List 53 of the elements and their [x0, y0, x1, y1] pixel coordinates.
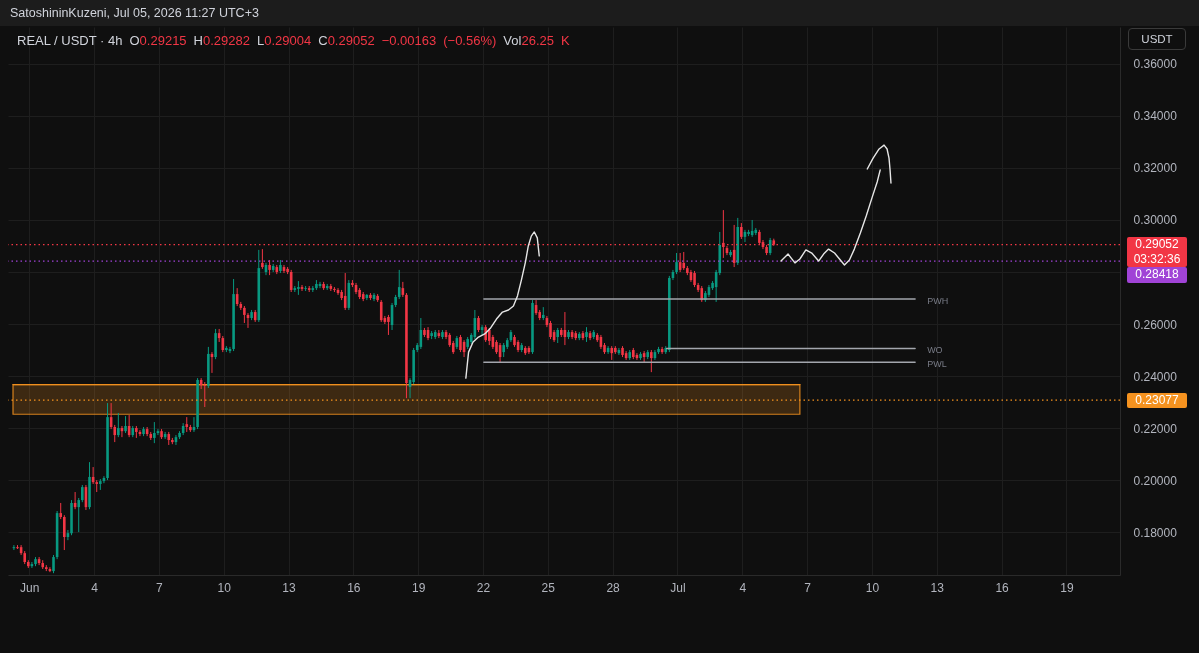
candlestick: [214, 328, 217, 360]
line-series: [465, 231, 540, 379]
x-tick-label: 10: [865, 580, 880, 595]
y-tick-label: 0.22000: [1133, 421, 1178, 436]
y-tick-label: 0.20000: [1133, 473, 1178, 488]
candlestick: [117, 412, 120, 438]
x-tick-label: 25: [541, 580, 556, 595]
ref-line-label: 0.29052: [1134, 237, 1180, 252]
currency-box: USDT: [1128, 28, 1186, 50]
y-tick-label: 0.36000: [1133, 57, 1178, 72]
x-tick-label: 28: [606, 580, 621, 595]
candlestick: [153, 421, 156, 444]
text: 03:32:36: [1132, 251, 1182, 267]
candlestick: [397, 269, 401, 300]
y-tick-label: 0.18000: [1133, 525, 1178, 540]
x-tick-label: 7: [804, 580, 812, 595]
series-label: PWL: [927, 359, 947, 370]
series-label: PWH: [927, 296, 949, 307]
x-tick-label: Jun: [20, 580, 40, 595]
candlestick: [549, 320, 552, 340]
x-tick-label: 19: [411, 580, 426, 595]
x-tick-label: 4: [739, 580, 747, 595]
text: SatoshininKuzeni, Jul 05, 2026 11:27 UTC+3: [10, 6, 259, 21]
x-tick-label: 10: [217, 580, 232, 595]
candlestick: [63, 514, 66, 551]
x-tick-label: 13: [282, 580, 296, 595]
candlestick: [379, 299, 383, 323]
line-series: [780, 169, 881, 266]
chart-title: REAL / USDT · 4h: [17, 33, 123, 48]
candlestick: [289, 269, 293, 293]
candlestick: [203, 381, 207, 408]
text: O0.29215 H0.29282 L0.29004 C0.29052 −0.00163 (−0.56%) Vol26.25 K: [129, 33, 570, 48]
y-tick-label: 0.34000: [1133, 109, 1178, 124]
y-tick-label: 0.30000: [1133, 213, 1178, 228]
x-tick-label: 16: [347, 580, 361, 595]
candlestick: [77, 497, 81, 533]
x-tick-label: 19: [1060, 580, 1074, 595]
x-tick-label: Jul: [670, 580, 686, 595]
x-tick-label: 22: [476, 580, 491, 595]
candlestick: [261, 248, 264, 270]
ref-line-label: 0.23077: [1127, 392, 1187, 408]
x-tick-label: 7: [156, 580, 164, 595]
y-tick-label: 0.26000: [1133, 317, 1178, 332]
line-series: [866, 144, 892, 184]
ref-line-label: 0.28418: [1127, 267, 1187, 282]
y-tick-label: 0.32000: [1133, 161, 1178, 176]
candlestick: [387, 314, 390, 336]
y-tick-label: 0.24000: [1133, 369, 1178, 384]
series-label: WO: [927, 345, 943, 356]
x-tick-label: 13: [930, 580, 945, 595]
candlestick: [650, 349, 653, 373]
x-tick-label: 16: [995, 580, 1010, 595]
x-tick-label: 4: [91, 580, 99, 595]
